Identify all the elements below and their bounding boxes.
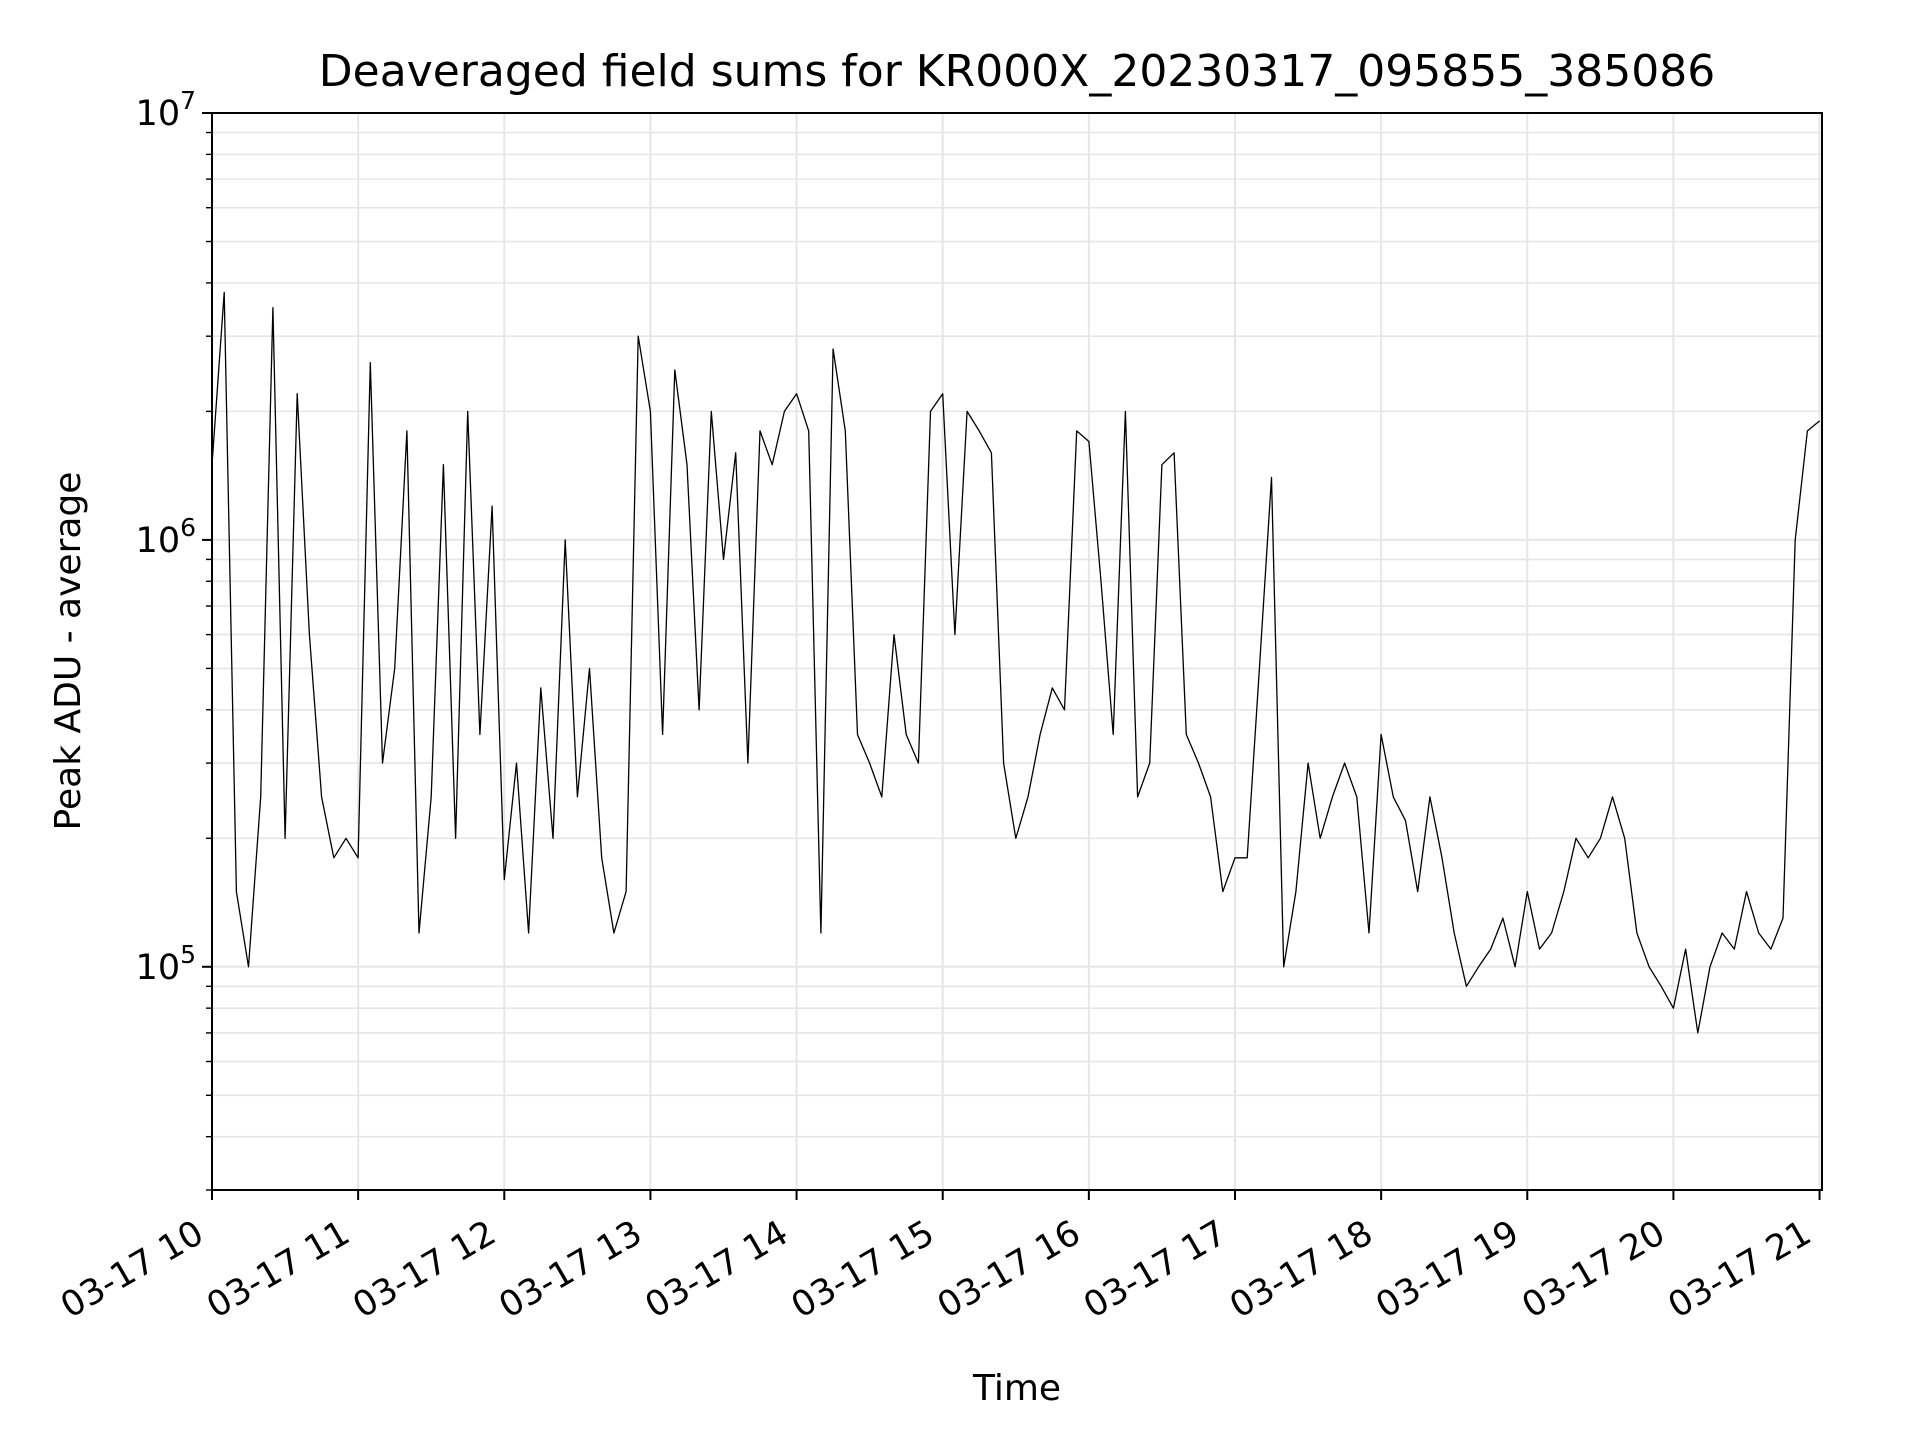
x-axis-label: Time — [972, 1368, 1061, 1409]
y-tick-label: 106 — [136, 513, 196, 561]
y-axis-label: Peak ADU - average — [48, 472, 89, 831]
plot-area — [211, 291, 1821, 1034]
plot-frame — [211, 112, 1823, 1191]
chart-title: Deaveraged field sums for KR000X_2023031… — [319, 46, 1715, 97]
y-tick-label: 105 — [136, 940, 196, 988]
series-line — [211, 291, 1821, 1034]
y-tick-label: 107 — [136, 86, 196, 134]
